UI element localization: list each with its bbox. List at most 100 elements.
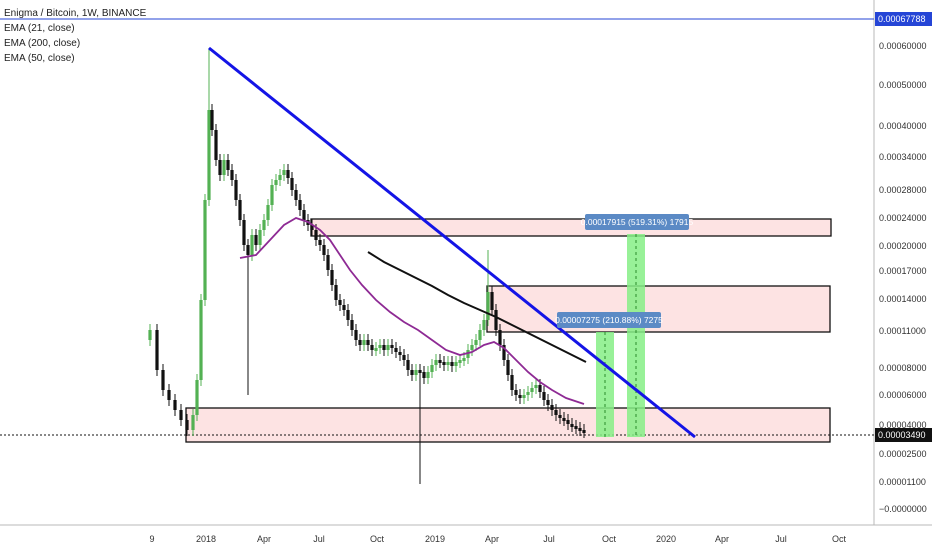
candle-body [538,385,542,392]
candle-body [203,200,207,300]
candle-body [522,395,526,398]
x-tick-label: 2019 [425,534,445,544]
candle-body [414,370,418,375]
candle-body [470,345,474,350]
candle-body [210,110,214,130]
candle-body [282,170,286,175]
measure-bar-1 [596,332,614,437]
candle-body [506,360,510,375]
y-tick-label: 0.00024000 [879,213,927,223]
candle-body [458,360,462,363]
candle-body [558,415,562,418]
top-price-label: 0.00067788 [878,14,926,24]
y-tick-label: 0.00028000 [879,185,927,195]
candle-body [574,426,578,429]
measure-label-lower: 0.00007275 (210.88%) 7275 [555,315,663,325]
candle-body [302,210,306,220]
candle-body [222,160,226,175]
candle-body [370,345,374,350]
x-tick-label: 9 [149,534,154,544]
candle-body [378,345,382,348]
y-tick-label: 0.00034000 [879,152,927,162]
chart-legend: Enigma / Bitcoin, 1W, BINANCE EMA (21, c… [4,6,146,66]
candle-body [230,170,234,180]
candle-body [290,178,294,190]
candle-body [502,345,506,360]
y-tick-label: 0.00040000 [879,121,927,131]
candle-body [402,355,406,360]
y-tick-label: 0.00014000 [879,294,927,304]
candle-body [274,180,278,185]
candle-body [234,180,238,200]
candle-body [566,420,570,424]
candle-body [354,330,358,340]
candle-body [250,235,254,255]
candle-body [270,185,274,205]
candle-body [214,130,218,160]
candle-body [490,292,494,310]
candle-body [199,300,203,380]
candle-body [406,360,410,370]
y-tick-label: 0.00060000 [879,41,927,51]
x-tick-label: Oct [370,534,385,544]
candle-body [494,310,498,330]
candle-body [286,170,290,178]
candle-body [318,240,322,245]
x-tick-label: Apr [257,534,271,544]
candle-body [394,348,398,352]
candle-body [262,220,266,230]
x-tick-label: 2018 [196,534,216,544]
candle-body [554,410,558,415]
current-price-label: 0.00003490 [878,430,926,440]
candle-body [218,160,222,175]
candle-body [278,175,282,180]
candle-body [148,330,152,340]
candle-body [534,385,538,388]
y-tick-label: −0.0000000 [879,504,927,514]
candle-body [450,362,454,366]
candle-body [582,430,586,433]
candle-body [374,348,378,351]
candle-body [442,362,446,365]
legend-ema-50[interactable]: EMA (50, close) [4,53,75,64]
y-tick-label: 0.00002500 [879,449,927,459]
candle-body [466,350,470,358]
candle-body [550,405,554,410]
candle-body [346,310,350,320]
candle-body [185,420,189,430]
candle-body [330,270,334,285]
y-tick-label: 0.00006000 [879,390,927,400]
legend-ema-200[interactable]: EMA (200, close) [4,38,81,49]
y-tick-label: 0.00004000 [879,420,927,430]
candle-body [338,300,342,305]
candle-body [514,390,518,395]
downtrend-line [208,46,696,439]
candle-body [478,330,482,340]
candle-body [155,330,159,370]
x-tick-label: Oct [602,534,617,544]
candles [148,48,586,484]
candle-body [207,110,211,200]
legend-ema-21[interactable]: EMA (21, close) [4,23,75,34]
candle-body [430,365,434,372]
candle-body [238,200,242,220]
candle-body [570,424,574,427]
candle-body [498,330,502,345]
candle-body [191,415,195,430]
top-price-box [875,12,932,26]
candle-body [362,340,366,345]
candle-body [242,220,246,245]
x-tick-label: Jul [775,534,787,544]
candle-body [386,345,390,350]
candle-body [322,245,326,255]
candle-body [410,370,414,375]
y-tick-label: 0.00008000 [879,363,927,373]
ema-50-line [367,251,587,363]
x-tick-label: Apr [715,534,729,544]
candle-body [326,255,330,270]
x-tick-label: 2020 [656,534,676,544]
candle-body [510,375,514,390]
candle-body [195,380,199,415]
legend-title: Enigma / Bitcoin, 1W, BINANCE [4,8,147,19]
